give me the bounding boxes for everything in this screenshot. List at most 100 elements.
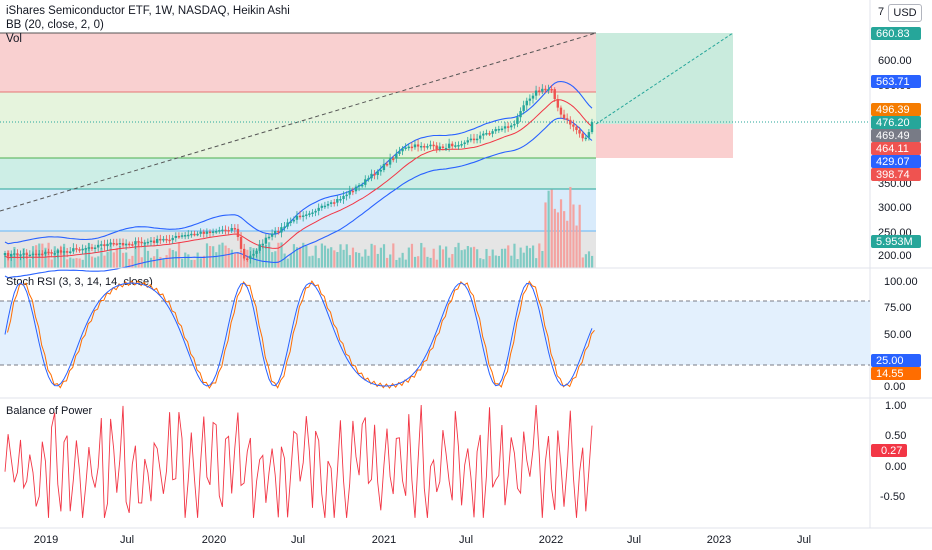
volume-bar [547, 190, 550, 268]
symbol-title[interactable]: iShares Semiconductor ETF, 1W, NASDAQ, H… [6, 5, 290, 17]
candle-body [34, 253, 38, 256]
candle-body [96, 244, 100, 248]
candle-body [205, 231, 209, 234]
candle-body [165, 238, 168, 241]
candle-body [308, 213, 311, 215]
currency-selector[interactable]: USD [888, 4, 922, 22]
candle-body [100, 244, 103, 246]
volume-bar [370, 243, 373, 268]
volume-bar [448, 257, 451, 268]
volume-bar [137, 242, 140, 268]
volume-bar [333, 250, 336, 268]
bb-upper-line [4, 80, 593, 245]
volume-bar [28, 258, 32, 268]
volume-bar [323, 245, 327, 268]
volume-bar [575, 225, 578, 268]
time-tick: 2022 [539, 534, 563, 546]
price-badge: 429.07 [871, 155, 921, 168]
candle-body [348, 190, 351, 195]
volume-bar [50, 259, 53, 268]
candle-body [230, 228, 233, 231]
candle-body [441, 146, 445, 148]
risk-zone[interactable] [596, 124, 733, 158]
time-axis[interactable]: 2019 Jul 2020 Jul 2021 Jul 2022 Jul 2023 Jul [34, 534, 811, 546]
candle-body [146, 241, 150, 244]
volume-bar [566, 220, 569, 268]
time-tick: Jul [627, 534, 641, 546]
candle-body [134, 241, 137, 245]
price-tick: 200.00 [878, 250, 912, 262]
stoch-tick: 0.00 [884, 381, 905, 393]
volume-bar [146, 250, 150, 268]
volume-bar [373, 245, 376, 268]
price-pane[interactable] [0, 32, 870, 279]
candle-body [553, 89, 556, 99]
candle-body [69, 251, 72, 253]
volume-bar [174, 251, 178, 268]
svg-text:469.49: 469.49 [876, 130, 910, 142]
bop-axis[interactable]: 1.00 0.50 0.00 -0.50 [880, 400, 906, 503]
stoch-d-line [7, 280, 595, 389]
candle-body [392, 158, 395, 161]
candle-body [267, 236, 271, 239]
volume-bar [351, 247, 355, 268]
candle-body [578, 130, 581, 134]
bop-tick: 1.00 [885, 400, 906, 412]
svg-text:476.20: 476.20 [876, 117, 910, 129]
volume-bar [569, 186, 572, 268]
candle-body [404, 147, 407, 149]
candle-body [65, 251, 69, 253]
candle-body [482, 133, 485, 136]
volume-bar [491, 249, 494, 268]
candle-body [239, 236, 243, 249]
volume-bar [488, 255, 491, 268]
candle-body [345, 194, 348, 197]
candle-body [506, 126, 510, 128]
volume-indicator-label[interactable]: Vol [6, 33, 22, 45]
stoch-rsi-pane[interactable]: Stoch RSI (3, 3, 14, 14, close) [0, 276, 870, 389]
bb-indicator-label[interactable]: BB (20, close, 2, 0) [6, 19, 104, 31]
time-tick: Jul [459, 534, 473, 546]
volume-bar [236, 252, 240, 268]
volume-bar [317, 258, 320, 268]
volume-bar [215, 252, 218, 268]
volume-bar [109, 242, 112, 268]
volume-bar [541, 250, 544, 268]
volume-bar [479, 258, 482, 268]
candle-body [277, 231, 280, 233]
candle-body [528, 98, 532, 101]
volume-bar [205, 243, 209, 268]
candle-body [28, 254, 32, 257]
candle-body [379, 170, 383, 172]
candle-body [47, 251, 50, 254]
time-tick: 2020 [202, 534, 226, 546]
volume-bar [528, 248, 532, 268]
candle-body [236, 228, 240, 237]
projection-line[interactable] [595, 32, 734, 125]
volume-bar [451, 254, 454, 268]
candle-body [320, 205, 323, 208]
candle-body [159, 238, 162, 241]
volume-bar [404, 259, 407, 268]
volume-bar [280, 242, 283, 268]
volume-bar [361, 256, 364, 268]
volume-bar [90, 256, 94, 268]
candle-body [541, 88, 544, 92]
volume-bar [426, 256, 429, 268]
candle-body [56, 250, 59, 254]
volume-bar [407, 247, 410, 268]
volume-bar [581, 257, 584, 268]
volume-bar [494, 255, 497, 268]
candle-body [438, 146, 442, 150]
bop-tick: 0.50 [885, 430, 906, 442]
time-tick: Jul [120, 534, 134, 546]
candle-body [199, 231, 202, 234]
bop-pane[interactable]: Balance of Power [4, 404, 593, 518]
candle-body [413, 144, 417, 148]
volume-bar [118, 246, 122, 268]
volume-bar [535, 258, 538, 268]
stoch-badge: 14.55 [871, 367, 921, 380]
candle-body [190, 233, 193, 236]
volume-bar [156, 249, 159, 268]
